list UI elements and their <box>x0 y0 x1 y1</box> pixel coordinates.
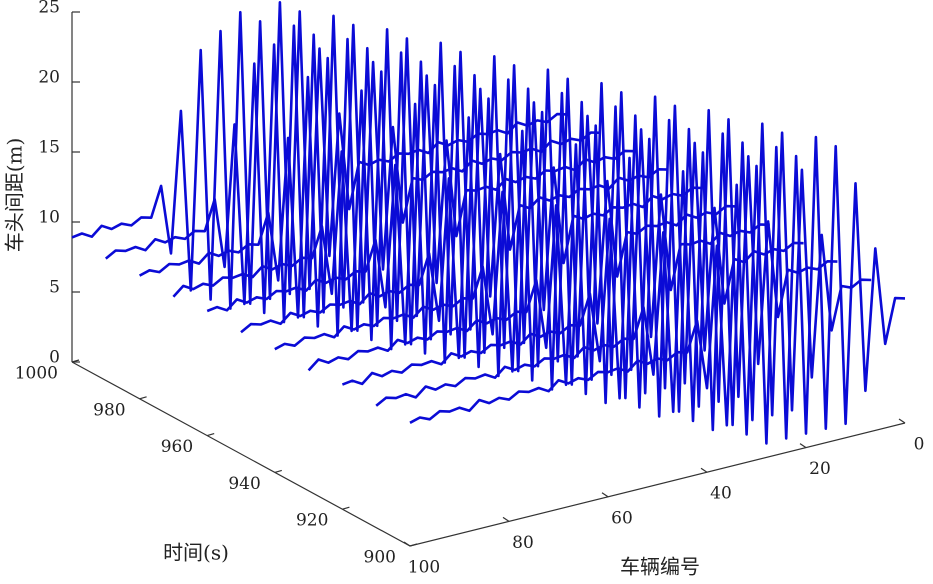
x-tick-label: 20 <box>809 459 831 479</box>
y-axis-label: 时间(s) <box>163 541 229 565</box>
x-axis-label: 车辆编号 <box>620 555 700 579</box>
y-tick-label: 960 <box>161 437 193 457</box>
y-tick <box>409 543 418 547</box>
x-tick <box>601 492 609 498</box>
x-tick <box>799 443 807 449</box>
series-line <box>71 0 568 310</box>
y-tick-label: 920 <box>296 511 328 531</box>
y-tick-label: 980 <box>93 400 125 420</box>
y-tick-label: 940 <box>228 474 260 494</box>
series-line <box>409 135 906 445</box>
x-tick <box>898 418 906 424</box>
y-tick-label: 900 <box>364 548 396 568</box>
series-line <box>274 81 770 391</box>
x-tick-label: 60 <box>611 508 633 528</box>
y-tick <box>71 359 80 363</box>
z-tick-label: 10 <box>38 208 60 228</box>
z-tick-label: 5 <box>49 278 60 298</box>
series-line <box>307 95 804 405</box>
x-tick-label: 80 <box>512 533 534 553</box>
z-tick-label: 15 <box>38 138 60 158</box>
series-line <box>341 108 838 418</box>
y-tick <box>139 396 147 400</box>
y-tick-label: 1000 <box>15 364 58 384</box>
axis-line <box>71 361 906 547</box>
y-tick <box>274 469 282 473</box>
x-tick-label: 0 <box>914 435 925 455</box>
z-axis-label: 车头间距(m) <box>3 138 27 253</box>
x-tick-label: 100 <box>408 558 440 578</box>
x-tick <box>403 541 411 547</box>
z-tick-label: 20 <box>38 68 60 88</box>
series-line <box>375 122 872 432</box>
x-tick-label: 40 <box>710 484 732 504</box>
z-tick-label: 25 <box>38 0 60 18</box>
y-tick <box>207 433 215 437</box>
z-tick-label: 0 <box>49 348 60 368</box>
x-tick <box>502 516 510 522</box>
x-tick <box>700 467 708 473</box>
y-tick <box>342 506 350 510</box>
